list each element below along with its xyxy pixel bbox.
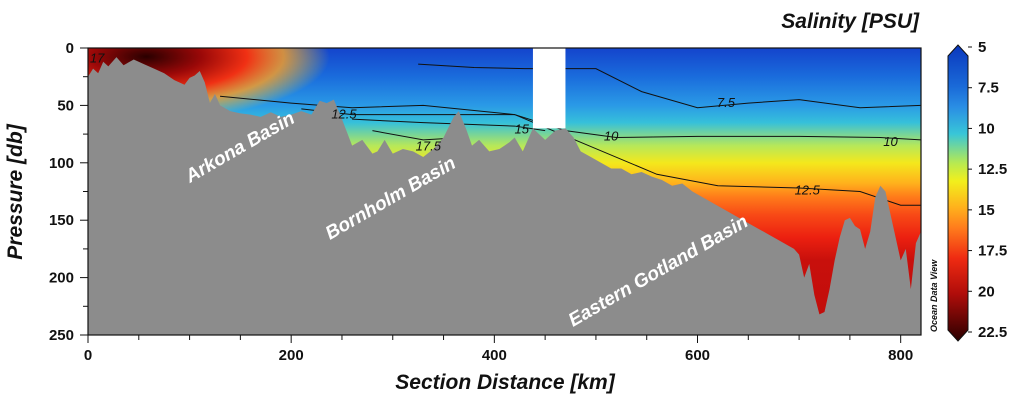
x-tick-label: 400 (482, 347, 507, 364)
y-tick-label: 100 (49, 155, 74, 172)
contour-labels: 17 12.5 17.5 15 10 7.5 10 12.5 (90, 50, 899, 197)
chart-title: Salinity [PSU] (781, 10, 920, 33)
contour-7-5 (418, 63, 921, 109)
salinity-field: 17 12.5 17.5 15 10 7.5 10 12.5 (88, 48, 921, 335)
x-tick-label: 800 (888, 347, 913, 364)
y-tick-label: 150 (49, 212, 74, 229)
y-tick-label: 250 (49, 327, 74, 344)
y-tick-label: 200 (49, 270, 74, 287)
contour-label-17-5: 17.5 (416, 139, 442, 154)
colorbar-tick-label: 15 (978, 202, 995, 219)
contour-label-12-5: 12.5 (795, 182, 821, 197)
contour-label-7-5: 7.5 (717, 95, 736, 110)
x-tick-label: 0 (84, 347, 92, 364)
contour-label-17: 17 (90, 50, 105, 65)
y-axis-title: Pressure [db] (4, 123, 27, 259)
colorbar-tick-label: 7.5 (978, 80, 999, 97)
colorbar-tick-label: 22.5 (978, 324, 1007, 341)
ocean-data-view-credit: Ocean Data View (929, 259, 939, 332)
x-tick-label: 200 (279, 347, 304, 364)
y-axis: 0 50 100 150 200 250 (49, 40, 88, 344)
colorbar: 5 7.5 10 12.5 15 17.5 20 22.5 (947, 39, 1007, 342)
x-axis-title: Section Distance [km] (395, 371, 615, 394)
colorbar-tick-label: 20 (978, 283, 995, 300)
seafloor (88, 57, 921, 335)
colorbar-tick-label: 12.5 (978, 161, 1007, 178)
x-tick-label: 600 (685, 347, 710, 364)
colorbar-tick-label: 10 (978, 120, 995, 137)
x-axis: 0 200 400 600 800 (84, 335, 913, 364)
colorbar-ticks: 5 7.5 10 12.5 15 17.5 20 22.5 (968, 39, 1007, 341)
no-data-gap (532, 48, 566, 129)
contour-label-10: 10 (883, 134, 898, 149)
contour-label-15: 15 (515, 122, 530, 137)
colorbar-tick-label: 17.5 (978, 243, 1007, 260)
colorbar-tick-label: 5 (978, 39, 986, 56)
contour-label-10: 10 (604, 128, 619, 143)
colorbar-body (947, 44, 969, 342)
y-tick-label: 50 (57, 97, 74, 114)
contour-15 (352, 118, 546, 132)
contour-label-12-5: 12.5 (331, 107, 357, 122)
y-tick-label: 0 (66, 40, 74, 57)
